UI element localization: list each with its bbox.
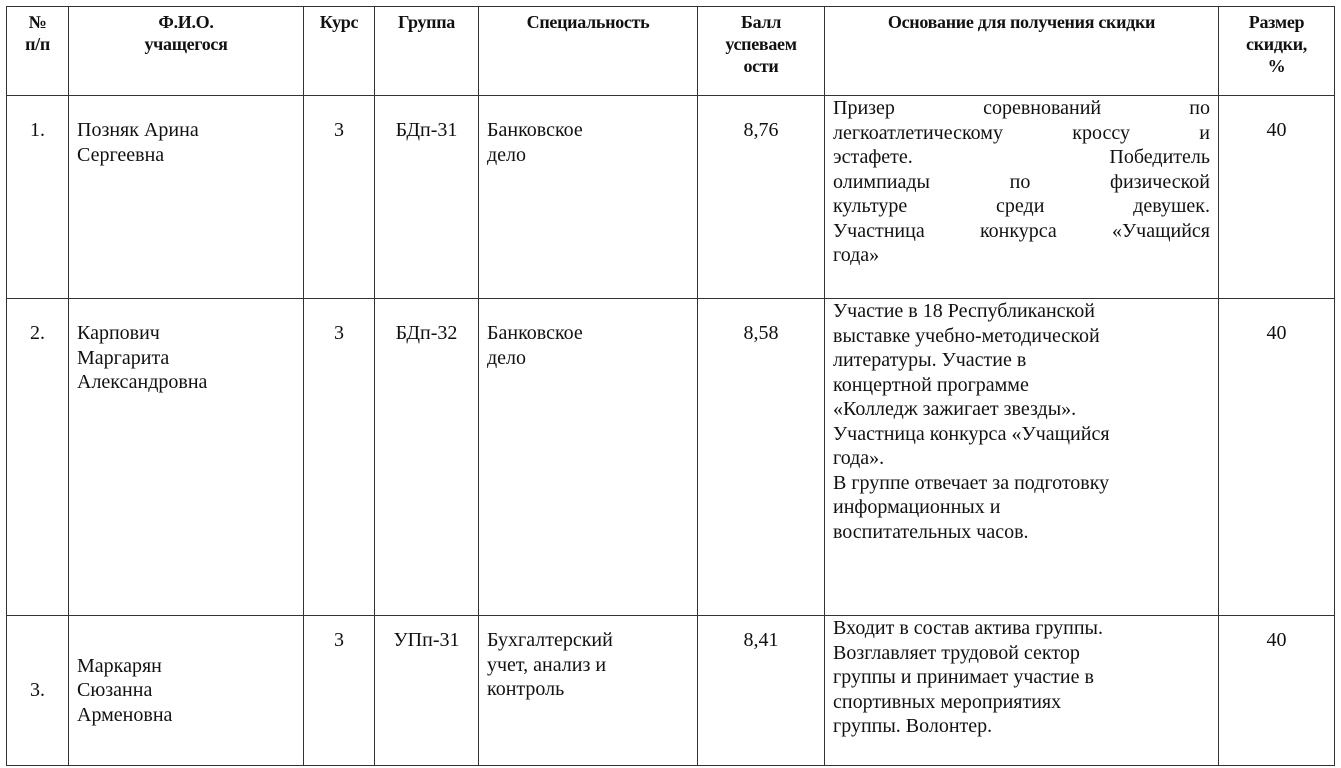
cell-name-line: Сюзанна xyxy=(77,679,153,702)
cell-name-line: Позняк Арина xyxy=(77,119,199,141)
header-text: Специальность xyxy=(526,12,650,32)
header-col-name: Ф.И.О. учащегося xyxy=(68,6,304,96)
cell-reason: Входит в состав актива группы. Возглавляе… xyxy=(824,615,1219,766)
header-col-reason: Основание для получения скидки xyxy=(824,6,1219,96)
cell-specialty: Банковское дело xyxy=(478,95,698,299)
cell-reason-line: Призер соревнований по xyxy=(833,97,1210,119)
cell-name: Маркарян Сюзанна Арменовна xyxy=(68,615,304,766)
header-text: Балл xyxy=(740,12,782,32)
cell-specialty-line: Банковское xyxy=(487,322,583,344)
cell-name-line: Маргарита xyxy=(77,346,170,369)
header-text: успеваем xyxy=(725,34,797,54)
cell-discount: 40 xyxy=(1218,615,1335,766)
cell-reason-line: культуре среди девушек. xyxy=(833,195,1210,217)
cell-name-line: Карпович xyxy=(77,322,160,344)
discount-table: № п/п Ф.И.О. учащегося Курс Группа Специальнос… xyxy=(6,6,1335,766)
header-text: Размер xyxy=(1248,12,1305,32)
cell-group: БДп-31 xyxy=(374,95,479,299)
header-text: учащегося xyxy=(144,34,228,54)
cell-score: 8,76 xyxy=(697,95,825,299)
cell-name-line: Арменовна xyxy=(77,703,173,726)
cell-name-line: Маркарян xyxy=(77,654,162,677)
cell-specialty-line: Бухгалтерский xyxy=(487,629,613,651)
cell-specialty-line: контроль xyxy=(487,678,565,700)
cell-discount: 40 xyxy=(1218,298,1335,616)
cell-score: 8,58 xyxy=(697,298,825,616)
table-row: 1. Позняк Арина Сергеевна 3 БДп-31 Банковское… xyxy=(6,95,1335,299)
cell-score: 8,41 xyxy=(697,615,825,766)
cell-name: Позняк Арина Сергеевна xyxy=(68,95,304,299)
cell-reason-line: легкоатлетическому кроссу и xyxy=(833,121,1210,144)
header-col-specialty: Специальность xyxy=(478,6,698,96)
cell-reason-line: выставке учебно-методической xyxy=(833,324,1100,347)
cell-number: 1. xyxy=(6,95,69,299)
cell-reason-line: Участие в 18 Республиканской xyxy=(833,300,1095,322)
header-text: Курс xyxy=(319,12,359,32)
header-text: Группа xyxy=(397,12,456,32)
cell-reason-line: воспитательных часов. xyxy=(833,520,1029,543)
cell-reason-line: эстафете. Победитель xyxy=(833,146,1210,168)
cell-reason-line: Участница конкурса «Учащийся xyxy=(833,422,1110,445)
cell-reason-line: группы и принимает участие в xyxy=(833,666,1094,688)
header-text: п/п xyxy=(25,34,50,54)
cell-reason: Участие в 18 Республиканской выставке уче… xyxy=(824,298,1219,616)
cell-reason-line: литературы. Участие в xyxy=(833,349,1027,371)
table-row: 3. Маркарян Сюзанна Арменовна 3 УПп-31 Бухгалт… xyxy=(6,615,1335,766)
cell-group: УПп-31 xyxy=(374,615,479,766)
table-row: 2. Карпович Маргарита Александровна 3 БДп-32 Б… xyxy=(6,298,1335,616)
cell-reason-line: информационных и xyxy=(833,496,1001,518)
cell-reason-line: «Колледж зажигает звезды». xyxy=(833,398,1077,420)
header-col-number: № п/п xyxy=(6,6,69,96)
header-col-discount: Размер скидки,% xyxy=(1218,6,1335,96)
header-text: % xyxy=(1267,56,1286,76)
cell-reason-line: Участница конкурса «Учащийся xyxy=(833,219,1210,242)
header-text: Ф.И.О. xyxy=(158,12,214,32)
cell-reason-line: В группе отвечает за подготовку xyxy=(833,471,1110,494)
cell-specialty: Банковское дело xyxy=(478,298,698,616)
cell-name-line: Сергеевна xyxy=(77,143,165,166)
cell-course: 3 xyxy=(303,615,375,766)
cell-course: 3 xyxy=(303,298,375,616)
header-col-score: Балл успеваем ости xyxy=(697,6,825,96)
cell-reason-line: спортивных мероприятиях xyxy=(833,690,1062,713)
header-text: ости xyxy=(743,56,779,76)
cell-reason-line: концертной программе xyxy=(833,373,1029,396)
cell-specialty: Бухгалтерский учет, анализ и контроль xyxy=(478,615,698,766)
cell-reason-line: Входит в состав актива группы. xyxy=(833,617,1103,639)
cell-number: 3. xyxy=(6,615,69,766)
header-text: скидки, xyxy=(1246,34,1307,54)
cell-reason-line: года» xyxy=(833,244,880,266)
cell-specialty-line: Банковское xyxy=(487,119,583,141)
cell-course: 3 xyxy=(303,95,375,299)
cell-specialty-line: дело xyxy=(487,143,527,166)
cell-group: БДп-32 xyxy=(374,298,479,616)
header-col-course: Курс xyxy=(303,6,375,96)
header-text: Основание для получения скидки xyxy=(887,12,1156,32)
cell-reason-line: Возглавляет трудовой сектор xyxy=(833,641,1080,664)
cell-reason-line: года». xyxy=(833,447,885,469)
cell-discount: 40 xyxy=(1218,95,1335,299)
cell-specialty-line: дело xyxy=(487,346,527,369)
cell-reason-line: группы. Волонтер. xyxy=(833,715,993,737)
cell-name: Карпович Маргарита Александровна xyxy=(68,298,304,616)
cell-specialty-line: учет, анализ и xyxy=(487,653,607,676)
cell-reason-line: олимпиады по физической xyxy=(833,170,1210,193)
cell-reason: Призер соревнований по легкоатлетическому… xyxy=(824,95,1219,299)
cell-name-line: Александровна xyxy=(77,371,208,393)
header-col-group: Группа xyxy=(374,6,479,96)
cell-number: 2. xyxy=(6,298,69,616)
header-text: № xyxy=(28,12,47,32)
header-row: № п/п Ф.И.О. учащегося Курс Группа Специальнос… xyxy=(6,6,1335,96)
